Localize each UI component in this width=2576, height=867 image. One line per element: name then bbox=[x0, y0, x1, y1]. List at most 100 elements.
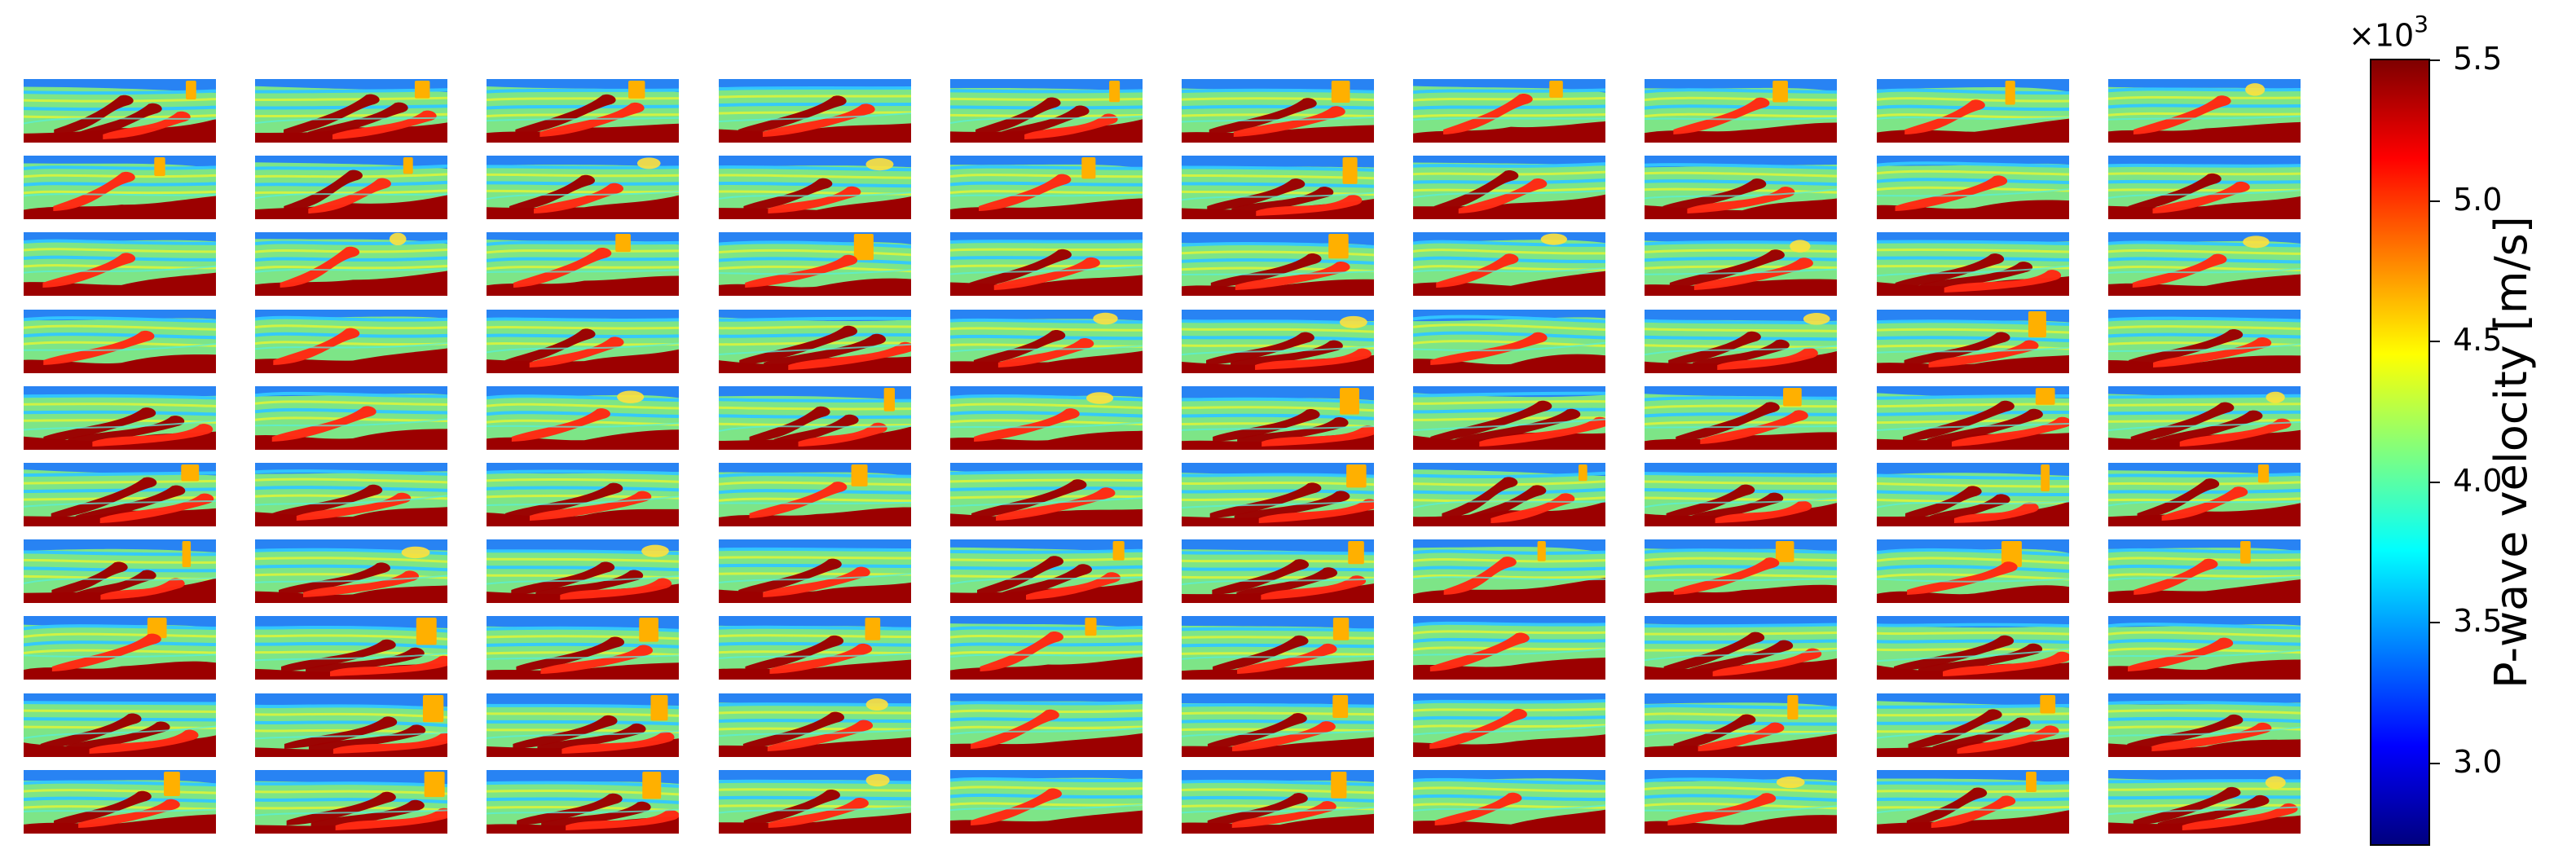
salt-branch bbox=[99, 493, 214, 523]
salt-branch bbox=[1231, 187, 1334, 214]
stratigraphic-band bbox=[949, 470, 1143, 475]
surface-layer bbox=[1182, 769, 1374, 782]
salt-branch bbox=[310, 799, 425, 828]
stratigraphic-band bbox=[1413, 97, 1606, 102]
stratigraphic-band bbox=[1645, 343, 1838, 349]
high-velocity-patch bbox=[865, 158, 894, 171]
stratigraphic-band bbox=[487, 419, 680, 426]
salt-branch bbox=[1951, 416, 2069, 447]
stratigraphic-band bbox=[949, 410, 1143, 418]
stratigraphic-band bbox=[1876, 403, 2069, 407]
stratigraphic-band bbox=[1413, 724, 1606, 728]
basement-layer bbox=[255, 585, 448, 604]
salt-branch bbox=[76, 570, 156, 598]
salt-branch bbox=[505, 482, 623, 518]
stratigraphic-band bbox=[718, 711, 911, 715]
salt-branch bbox=[969, 249, 1072, 288]
stratigraphic-band bbox=[2107, 316, 2301, 323]
velocity-model-thumbnail bbox=[487, 463, 680, 526]
salt-branch bbox=[971, 479, 1087, 518]
salt-branch bbox=[42, 253, 136, 288]
stratigraphic-band bbox=[949, 174, 1143, 178]
stratigraphic-band bbox=[255, 486, 448, 492]
salt-branch bbox=[1904, 332, 2010, 365]
stratigraphic-band bbox=[1182, 319, 1374, 325]
stratigraphic-band bbox=[1182, 104, 1374, 110]
velocity-contour bbox=[1413, 576, 1606, 581]
colorbar-tick-mark bbox=[2430, 622, 2440, 623]
stratigraphic-band bbox=[255, 88, 448, 94]
surface-layer bbox=[1876, 769, 2069, 784]
stratigraphic-band bbox=[1645, 557, 1838, 562]
salt-branch bbox=[1213, 408, 1320, 442]
velocity-model-thumbnail bbox=[949, 616, 1143, 680]
salt-branch bbox=[1928, 340, 2039, 367]
stratigraphic-band bbox=[1182, 328, 1374, 333]
salt-branch bbox=[2155, 410, 2263, 444]
velocity-model-thumbnail bbox=[1876, 79, 2069, 143]
salt-branch bbox=[2157, 794, 2270, 828]
velocity-model-thumbnail bbox=[2107, 309, 2301, 373]
salt-branch bbox=[768, 797, 869, 828]
stratigraphic-band bbox=[255, 391, 448, 398]
stratigraphic-band bbox=[487, 189, 680, 194]
basement-layer bbox=[24, 662, 216, 680]
stratigraphic-band bbox=[1182, 652, 1374, 657]
stratigraphic-band bbox=[1645, 639, 1838, 645]
salt-branch bbox=[1662, 178, 1767, 212]
high-velocity-patch bbox=[1085, 618, 1097, 636]
salt-branch bbox=[1237, 416, 1349, 444]
velocity-model-thumbnail bbox=[718, 156, 911, 220]
stratigraphic-band bbox=[24, 804, 216, 811]
stratigraphic-band bbox=[1876, 623, 2069, 628]
velocity-model-thumbnail bbox=[1645, 616, 1838, 680]
stratigraphic-band bbox=[24, 105, 216, 112]
surface-layer bbox=[255, 79, 448, 93]
stratigraphic-band bbox=[949, 327, 1143, 332]
salt-branch bbox=[738, 95, 847, 134]
stratigraphic-band bbox=[24, 324, 216, 331]
high-velocity-patch bbox=[2242, 235, 2270, 249]
salt-branch bbox=[1207, 712, 1307, 749]
stratigraphic-band bbox=[255, 478, 448, 484]
surface-layer bbox=[487, 539, 680, 552]
high-velocity-patch bbox=[2035, 387, 2055, 405]
velocity-contour bbox=[1876, 422, 2069, 431]
salt-branch bbox=[1668, 331, 1762, 365]
salt-branch bbox=[1433, 170, 1519, 212]
surface-layer bbox=[2107, 769, 2301, 782]
velocity-contour bbox=[255, 193, 448, 200]
stratigraphic-band bbox=[255, 634, 448, 641]
surface-layer bbox=[24, 156, 216, 169]
stratigraphic-band bbox=[2107, 87, 2301, 93]
velocity-contour bbox=[1182, 425, 1374, 431]
stratigraphic-band bbox=[255, 181, 448, 187]
high-velocity-patch bbox=[865, 618, 880, 641]
stratigraphic-band bbox=[949, 403, 1143, 409]
salt-branch bbox=[515, 94, 617, 134]
velocity-model-thumbnail bbox=[718, 539, 911, 604]
stratigraphic-band bbox=[487, 88, 680, 94]
velocity-contour bbox=[487, 269, 680, 274]
surface-layer bbox=[1876, 463, 2069, 476]
stratigraphic-band bbox=[1413, 638, 1606, 644]
salt-branch bbox=[2132, 253, 2227, 288]
velocity-contour bbox=[1876, 648, 2069, 662]
stratigraphic-band bbox=[1645, 480, 1838, 485]
salt-branch bbox=[1919, 262, 2032, 291]
stratigraphic-band bbox=[1876, 256, 2069, 262]
stratigraphic-band bbox=[487, 113, 680, 118]
stratigraphic-band bbox=[24, 566, 216, 573]
stratigraphic-band bbox=[1182, 644, 1374, 649]
stratigraphic-band bbox=[1413, 240, 1606, 248]
stratigraphic-band bbox=[1645, 171, 1838, 178]
stratigraphic-band bbox=[718, 556, 911, 560]
basement-layer bbox=[2107, 354, 2301, 373]
surface-layer bbox=[1182, 156, 1374, 168]
colorbar-tick-mark bbox=[2430, 762, 2440, 764]
stratigraphic-band bbox=[255, 96, 448, 102]
salt-branch bbox=[1693, 339, 1790, 367]
stratigraphic-band bbox=[1413, 794, 1606, 801]
salt-branch bbox=[743, 178, 832, 212]
